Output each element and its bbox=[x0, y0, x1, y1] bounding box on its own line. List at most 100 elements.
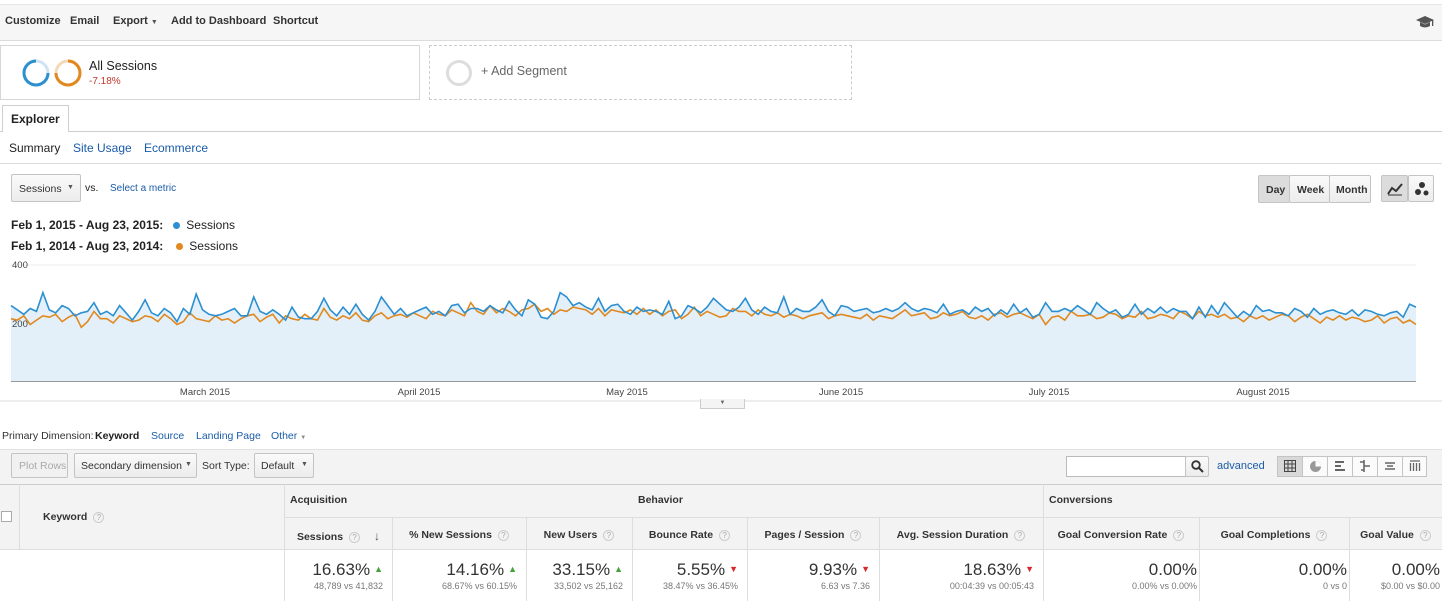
chart-resize-handle[interactable]: ▼ bbox=[700, 399, 745, 409]
column-header-new-users[interactable]: New Users? bbox=[526, 529, 632, 541]
help-icon[interactable]: ? bbox=[850, 530, 862, 541]
column-header-label: % New Sessions bbox=[409, 529, 492, 541]
y-tick-label: 200 bbox=[12, 319, 28, 330]
help-icon[interactable]: ? bbox=[1316, 530, 1328, 541]
help-icon[interactable]: ? bbox=[603, 530, 615, 541]
select-all-checkbox[interactable] bbox=[1, 511, 12, 522]
grid-icon bbox=[1284, 460, 1296, 472]
metric-select[interactable]: Sessions ▼ bbox=[11, 174, 81, 202]
column-header-goal-value[interactable]: Goal Value? bbox=[1349, 529, 1442, 541]
help-icon[interactable]: ? bbox=[349, 532, 361, 543]
month-button[interactable]: Month bbox=[1329, 175, 1371, 203]
add-segment-button[interactable]: + Add Segment bbox=[429, 45, 852, 100]
select-metric-link[interactable]: Select a metric bbox=[110, 183, 177, 194]
export-button[interactable]: Export ▼ bbox=[113, 15, 158, 27]
x-tick-label: August 2015 bbox=[1236, 387, 1289, 398]
day-button[interactable]: Day bbox=[1258, 175, 1290, 203]
series-previous-line bbox=[10, 301, 1417, 329]
term-cloud-view-button[interactable] bbox=[1378, 457, 1403, 476]
total-change-value: 0.00% bbox=[1299, 560, 1347, 580]
subtab-ecommerce[interactable]: Ecommerce bbox=[144, 141, 209, 155]
column-divider bbox=[879, 517, 880, 601]
add-to-dashboard-button[interactable]: Add to Dashboard bbox=[171, 15, 267, 27]
email-button[interactable]: Email bbox=[70, 15, 100, 27]
column-divider bbox=[526, 517, 527, 601]
total-change-pct: 16.63% bbox=[312, 560, 371, 579]
group-conversions: Conversions bbox=[1049, 494, 1113, 506]
total-change-pct: 0.00% bbox=[1148, 560, 1197, 579]
tab-explorer[interactable]: Explorer bbox=[2, 105, 69, 132]
column-header-avg-session-duration[interactable]: Avg. Session Duration? bbox=[879, 529, 1043, 541]
total-change-pct: 33.15% bbox=[552, 560, 611, 579]
sort-descending-icon[interactable]: ↓ bbox=[374, 529, 381, 543]
keyword-header[interactable]: Keyword? bbox=[43, 511, 105, 523]
column-header-goal-conversion-rate[interactable]: Goal Conversion Rate? bbox=[1043, 529, 1199, 541]
dimension-other[interactable]: Other ▼ bbox=[271, 430, 306, 442]
arrow-down-icon: ▼ bbox=[1025, 564, 1034, 574]
subtab-site-usage[interactable]: Site Usage bbox=[73, 141, 132, 155]
shortcut-button[interactable]: Shortcut bbox=[273, 15, 319, 27]
pie-view-button[interactable] bbox=[1303, 457, 1328, 476]
table-search-input[interactable] bbox=[1066, 456, 1186, 477]
search-button[interactable] bbox=[1185, 456, 1209, 477]
help-icon[interactable]: ? bbox=[1014, 530, 1026, 541]
dimension-source[interactable]: Source bbox=[151, 430, 185, 442]
month-label: Month bbox=[1336, 184, 1368, 196]
column-divider bbox=[1349, 517, 1350, 601]
pivot-view-button[interactable] bbox=[1403, 457, 1427, 476]
advanced-link[interactable]: advanced bbox=[1217, 460, 1265, 472]
total-change-pct: 14.16% bbox=[446, 560, 505, 579]
dimension-landing-page[interactable]: Landing Page bbox=[196, 430, 261, 442]
column-header-sessions[interactable]: Sessions? ↓ bbox=[285, 529, 392, 543]
total-change-pct: 5.55% bbox=[676, 560, 726, 579]
x-tick-label: March 2015 bbox=[180, 387, 230, 398]
motion-chart-toggle[interactable] bbox=[1408, 175, 1434, 202]
total-change-value: 0.00% bbox=[1149, 560, 1197, 580]
help-icon[interactable]: ? bbox=[93, 512, 105, 523]
secondary-dimension-select[interactable]: Secondary dimension ▼ bbox=[74, 453, 197, 478]
column-header-goal-completions[interactable]: Goal Completions? bbox=[1199, 529, 1349, 541]
table-header-top-border bbox=[0, 484, 1442, 485]
total-comparison-values: 0 vs 0 bbox=[1322, 581, 1347, 591]
data-view-button[interactable] bbox=[1278, 457, 1303, 476]
series-current-area bbox=[11, 292, 1416, 381]
line-chart-toggle[interactable] bbox=[1381, 175, 1408, 202]
bar-list-icon bbox=[1335, 461, 1345, 471]
dimension-keyword[interactable]: Keyword bbox=[95, 430, 140, 442]
total-comparison-values: 68.67% vs 60.15% bbox=[441, 581, 517, 591]
customize-button[interactable]: Customize bbox=[5, 15, 61, 27]
help-icon[interactable]: ? bbox=[719, 530, 731, 541]
column-header-bounce-rate[interactable]: Bounce Rate? bbox=[632, 529, 747, 541]
comparison-view-button[interactable] bbox=[1353, 457, 1378, 476]
orange-dot-icon bbox=[176, 243, 184, 250]
subtab-summary[interactable]: Summary bbox=[9, 141, 61, 155]
week-button[interactable]: Week bbox=[1289, 175, 1330, 203]
total-comparison-values: 48,789 vs 41,832 bbox=[313, 581, 383, 591]
select-column bbox=[0, 484, 20, 550]
tab-divider bbox=[0, 131, 1442, 132]
help-icon[interactable]: ? bbox=[1173, 530, 1185, 541]
sort-type-select[interactable]: Default ▼ bbox=[254, 453, 314, 478]
vs-label: vs. bbox=[85, 182, 99, 194]
help-icon[interactable]: ? bbox=[497, 530, 509, 541]
week-label: Week bbox=[1297, 184, 1325, 196]
empty-ring-icon bbox=[446, 60, 472, 86]
total-comparison-values: $0.00 vs $0.00 bbox=[1380, 581, 1440, 591]
line-chart-icon bbox=[1387, 183, 1403, 196]
search-icon bbox=[1191, 460, 1204, 473]
legend-current-series: Sessions bbox=[186, 218, 235, 232]
plot-rows-button[interactable]: Plot Rows bbox=[11, 453, 68, 478]
caret-down-icon: ▼ bbox=[150, 19, 158, 26]
arrow-down-icon: ▼ bbox=[729, 564, 738, 574]
graduation-cap-icon[interactable] bbox=[1415, 14, 1435, 30]
column-header--new-sessions[interactable]: % New Sessions? bbox=[392, 529, 526, 541]
performance-view-button[interactable] bbox=[1328, 457, 1353, 476]
total-change-value: 14.16% ▲ bbox=[446, 560, 517, 580]
column-header-pages-session[interactable]: Pages / Session? bbox=[747, 529, 879, 541]
blue-dot-icon bbox=[173, 222, 181, 229]
column-header-label: Avg. Session Duration bbox=[896, 529, 1009, 541]
sessions-line-chart[interactable]: 400 200 March 2015 April 2015 May 2015 June … bbox=[0, 255, 1442, 405]
segment-all-sessions[interactable]: All Sessions -7.18% bbox=[0, 45, 420, 100]
help-icon[interactable]: ? bbox=[1419, 530, 1431, 541]
series-current-line bbox=[10, 290, 1417, 324]
